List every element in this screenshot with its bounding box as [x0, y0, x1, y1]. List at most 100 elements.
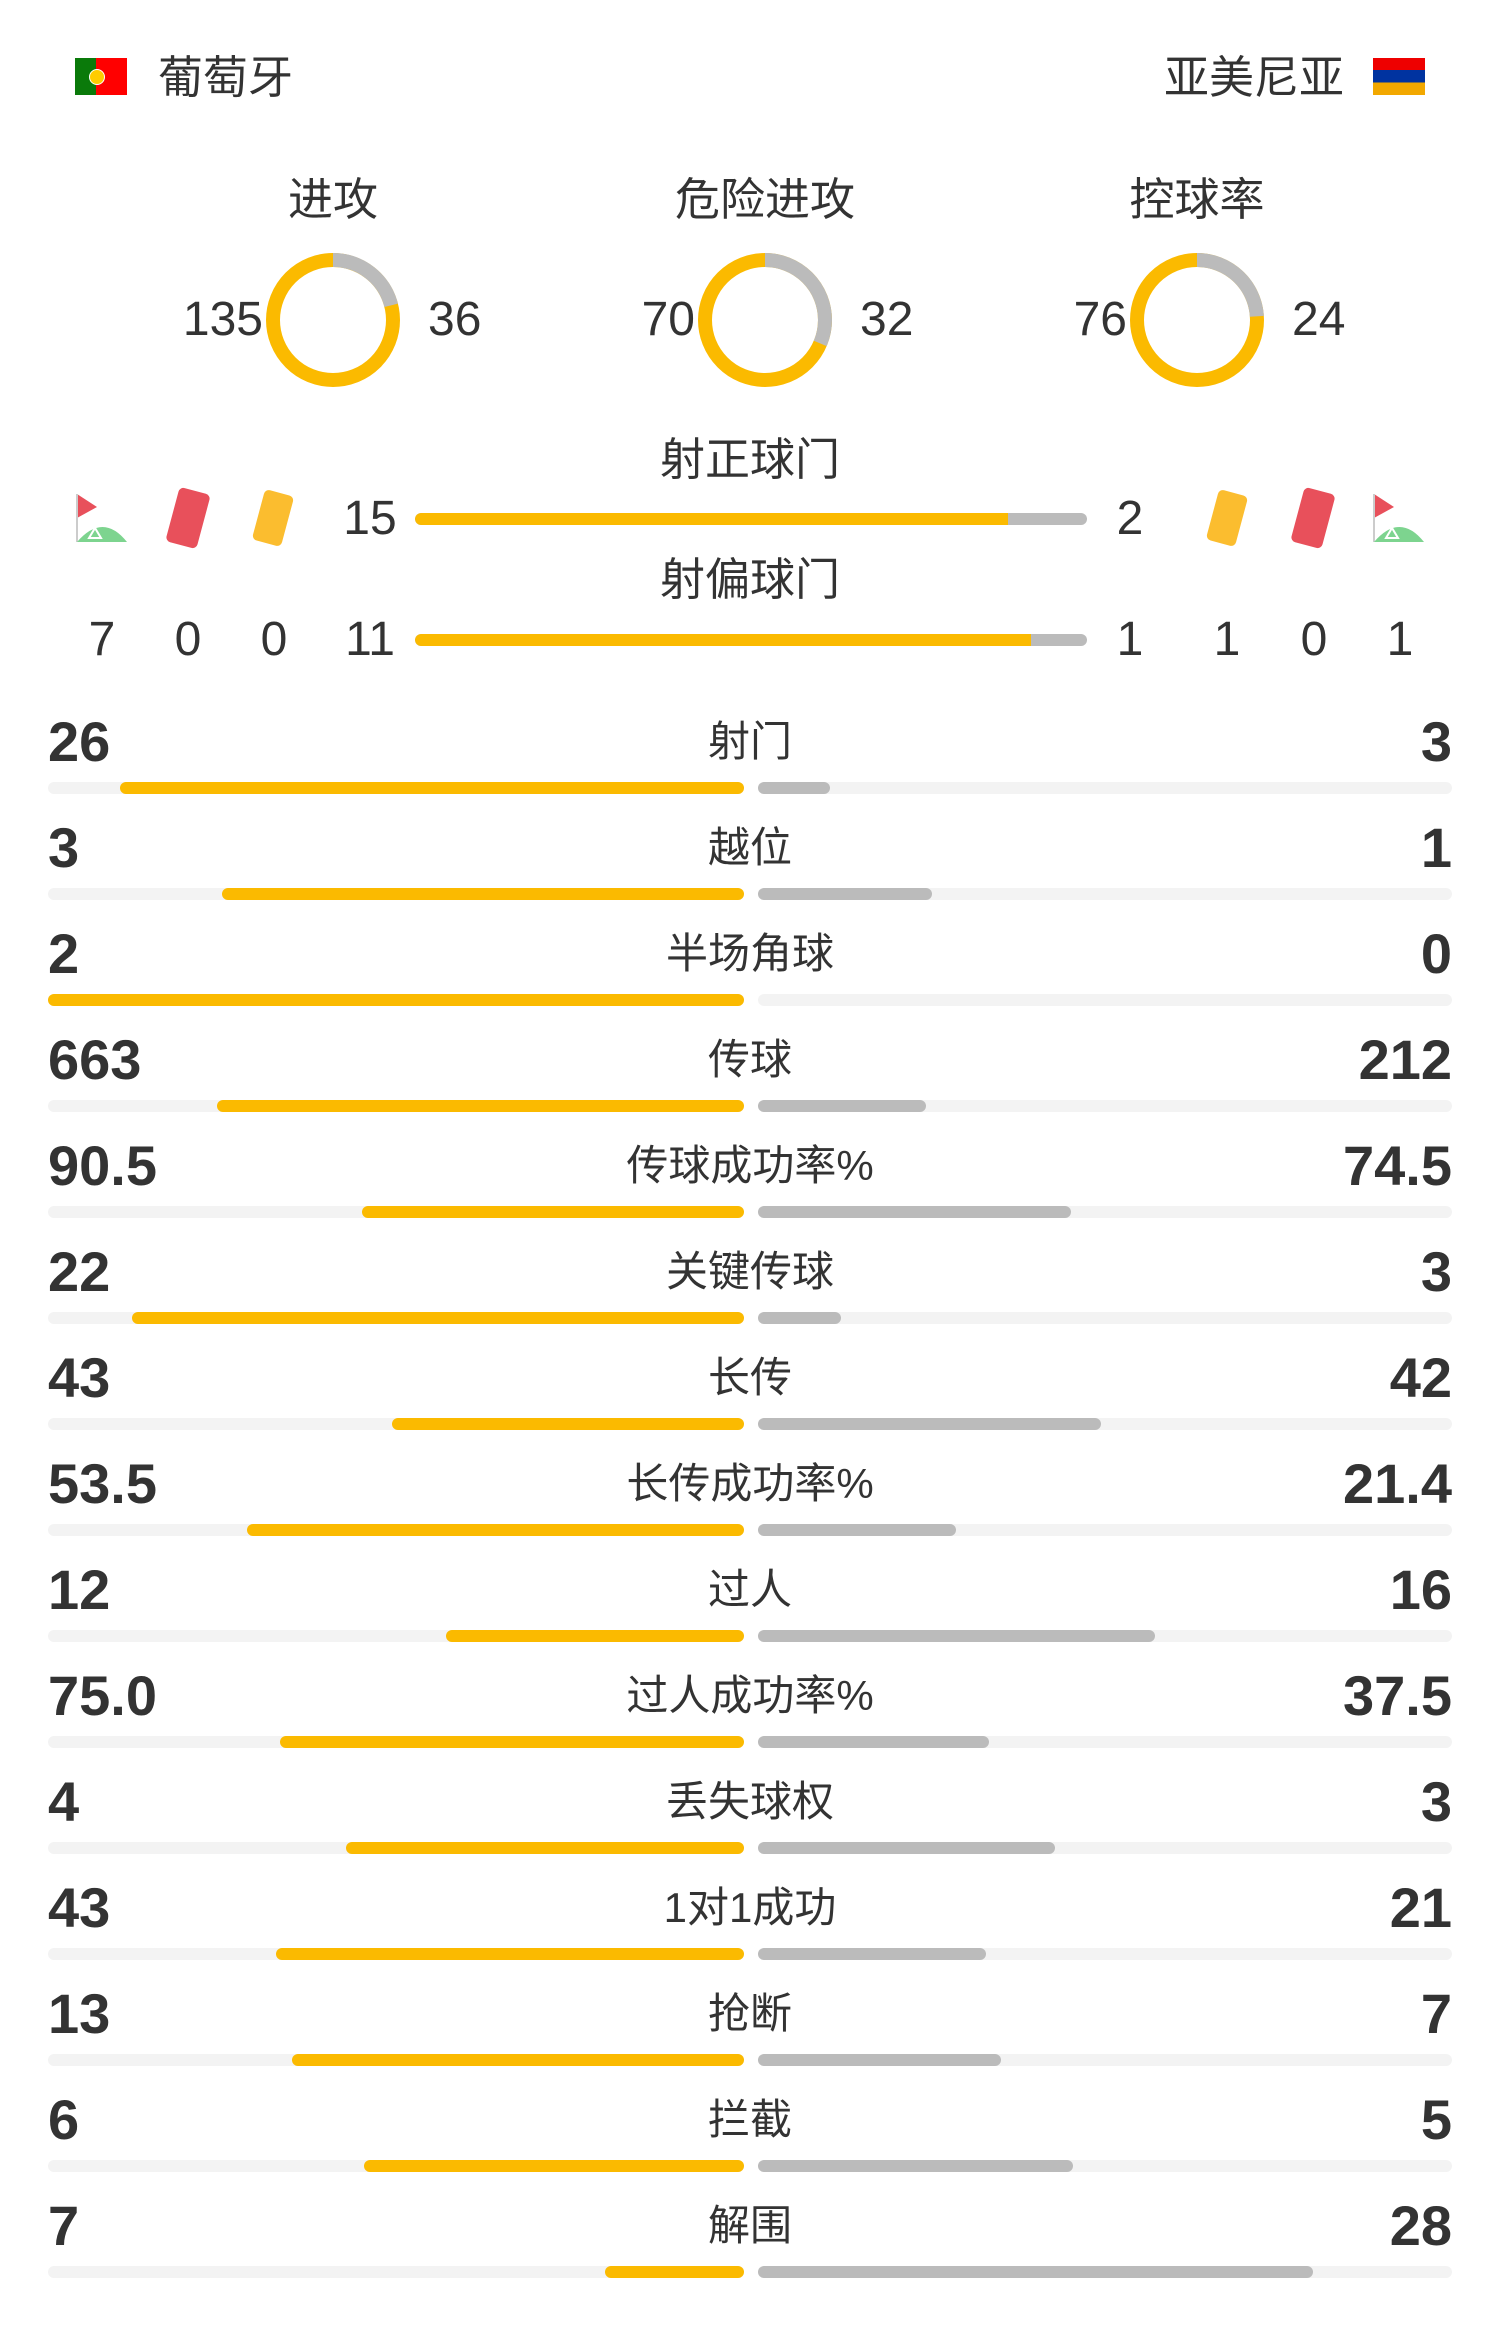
- shots-on-target-label: 射正球门: [659, 434, 840, 485]
- stat-away-value: 21.4: [1343, 1452, 1452, 1515]
- stat-label: 过人成功率%: [626, 1672, 874, 1719]
- away-corners-count: 1: [1386, 613, 1414, 666]
- stat-home-bar: [48, 994, 744, 1006]
- donut-home-value: 135: [182, 293, 263, 346]
- stat-away-track: [758, 888, 1452, 900]
- stat-away-value: 42: [1389, 1346, 1452, 1409]
- stat-away-value: 0: [1420, 922, 1452, 985]
- shots-on-target-home-fill: [415, 513, 1008, 525]
- away-yellow-card-icon: [1206, 490, 1248, 546]
- stat-home-bar: [362, 1206, 744, 1218]
- stat-away-bar: [758, 2054, 1001, 2066]
- stat-away-bar: [758, 1630, 1155, 1642]
- stat-home-value: 3: [48, 816, 80, 879]
- stat-home-value: 75.0: [48, 1664, 157, 1727]
- stat-home-track: [48, 994, 744, 1006]
- stat-away-bar: [758, 2266, 1314, 2278]
- stat-home-value: 7: [48, 2194, 80, 2257]
- stat-home-track: [48, 1630, 744, 1642]
- stat-away-value: 21: [1389, 1876, 1452, 1939]
- donut-title: 控球率: [1129, 174, 1265, 225]
- stat-row: 7 解围 28: [48, 2196, 1452, 2302]
- stat-label: 传球: [707, 1036, 792, 1083]
- stat-home-bar: [364, 2160, 744, 2172]
- donut-away-value: 32: [860, 293, 914, 346]
- stat-away-bar: [758, 888, 932, 900]
- stat-home-value: 43: [48, 1876, 111, 1939]
- stat-home-value: 2: [48, 922, 80, 985]
- stat-home-track: [48, 1418, 744, 1430]
- stat-home-value: 13: [48, 1982, 111, 2045]
- stat-row: 2 半场角球 0: [48, 924, 1452, 1030]
- portugal-flag-icon: [75, 58, 127, 95]
- donut-chart: [698, 253, 832, 387]
- stat-home-value: 90.5: [48, 1134, 157, 1197]
- stat-row: 43 长传 42: [48, 1348, 1452, 1454]
- away-red-cards-count: 0: [1300, 613, 1328, 666]
- stat-away-bar: [758, 782, 830, 794]
- stat-row: 22 关键传球 3: [48, 1242, 1452, 1348]
- stat-home-track: [48, 888, 744, 900]
- stat-home-bar: [276, 1948, 744, 1960]
- stat-home-track: [48, 1312, 744, 1324]
- donut-away-arc: [1130, 253, 1264, 387]
- stat-away-track: [758, 1948, 1452, 1960]
- stat-home-bar: [346, 1842, 744, 1854]
- stat-row: 13 抢断 7: [48, 1984, 1452, 2090]
- stat-home-bar: [291, 2054, 744, 2066]
- stat-away-bar: [758, 2160, 1074, 2172]
- shots-off-target-bar: [415, 634, 1087, 646]
- home-corner-flag-icon: [76, 494, 127, 542]
- stat-away-track: [758, 1842, 1452, 1854]
- away-corner-flag-icon: [1373, 494, 1424, 542]
- stat-home-track: [48, 782, 744, 794]
- home-yellow-card-icon: [252, 490, 294, 546]
- stat-home-track: [48, 1206, 744, 1218]
- stat-home-value: 12: [48, 1558, 111, 1621]
- stat-away-bar: [758, 1842, 1056, 1854]
- away-shots-on-target: 2: [1116, 492, 1144, 545]
- stat-home-value: 4: [48, 1770, 80, 1833]
- stat-label: 丢失球权: [665, 1778, 834, 1825]
- stat-label: 长传: [707, 1354, 792, 1401]
- stat-away-bar: [758, 1418, 1101, 1430]
- stat-label: 射门: [707, 718, 792, 765]
- stat-label: 1对1成功: [663, 1884, 837, 1931]
- stat-away-value: 1: [1420, 816, 1452, 879]
- stat-row: 53.5 长传成功率% 21.4: [48, 1454, 1452, 1560]
- stat-away-bar: [758, 1736, 990, 1748]
- stat-home-track: [48, 1948, 744, 1960]
- stat-home-track: [48, 1842, 744, 1854]
- stat-label: 越位: [707, 824, 792, 871]
- stat-away-bar: [758, 1100, 927, 1112]
- donut-home-value: 70: [641, 293, 695, 346]
- stat-away-track: [758, 994, 1452, 1006]
- armenia-flag-icon: [1373, 58, 1425, 95]
- stat-row: 90.5 传球成功率% 74.5: [48, 1136, 1452, 1242]
- stat-away-value: 212: [1358, 1028, 1452, 1091]
- donut-away-value: 36: [428, 293, 482, 346]
- shots-on-target-bar: [415, 513, 1087, 525]
- donut-away-arc: [698, 253, 832, 387]
- stat-home-track: [48, 2160, 744, 2172]
- donut-title: 危险进攻: [674, 174, 855, 225]
- stat-home-track: [48, 2266, 744, 2278]
- stat-home-value: 6: [48, 2088, 80, 2151]
- away-team-name: 亚美尼亚: [1163, 52, 1344, 103]
- stat-away-bar: [758, 1948, 986, 1960]
- donut-home-value: 76: [1073, 293, 1127, 346]
- stat-away-track: [758, 782, 1452, 794]
- home-yellow-cards-count: 0: [260, 613, 288, 666]
- shots-off-target-label: 射偏球门: [659, 554, 840, 605]
- stat-away-value: 3: [1420, 710, 1452, 773]
- stat-away-value: 28: [1389, 2194, 1452, 2257]
- away-shots-off-target: 1: [1116, 613, 1144, 666]
- donut-chart: [266, 253, 400, 387]
- stat-label: 关键传球: [665, 1248, 834, 1295]
- stat-away-track: [758, 1736, 1452, 1748]
- stat-label: 长传成功率%: [626, 1460, 874, 1507]
- stat-home-value: 53.5: [48, 1452, 157, 1515]
- stat-home-value: 22: [48, 1240, 111, 1303]
- stat-row: 43 1对1成功 21: [48, 1878, 1452, 1984]
- stat-label: 拦截: [707, 2096, 792, 2143]
